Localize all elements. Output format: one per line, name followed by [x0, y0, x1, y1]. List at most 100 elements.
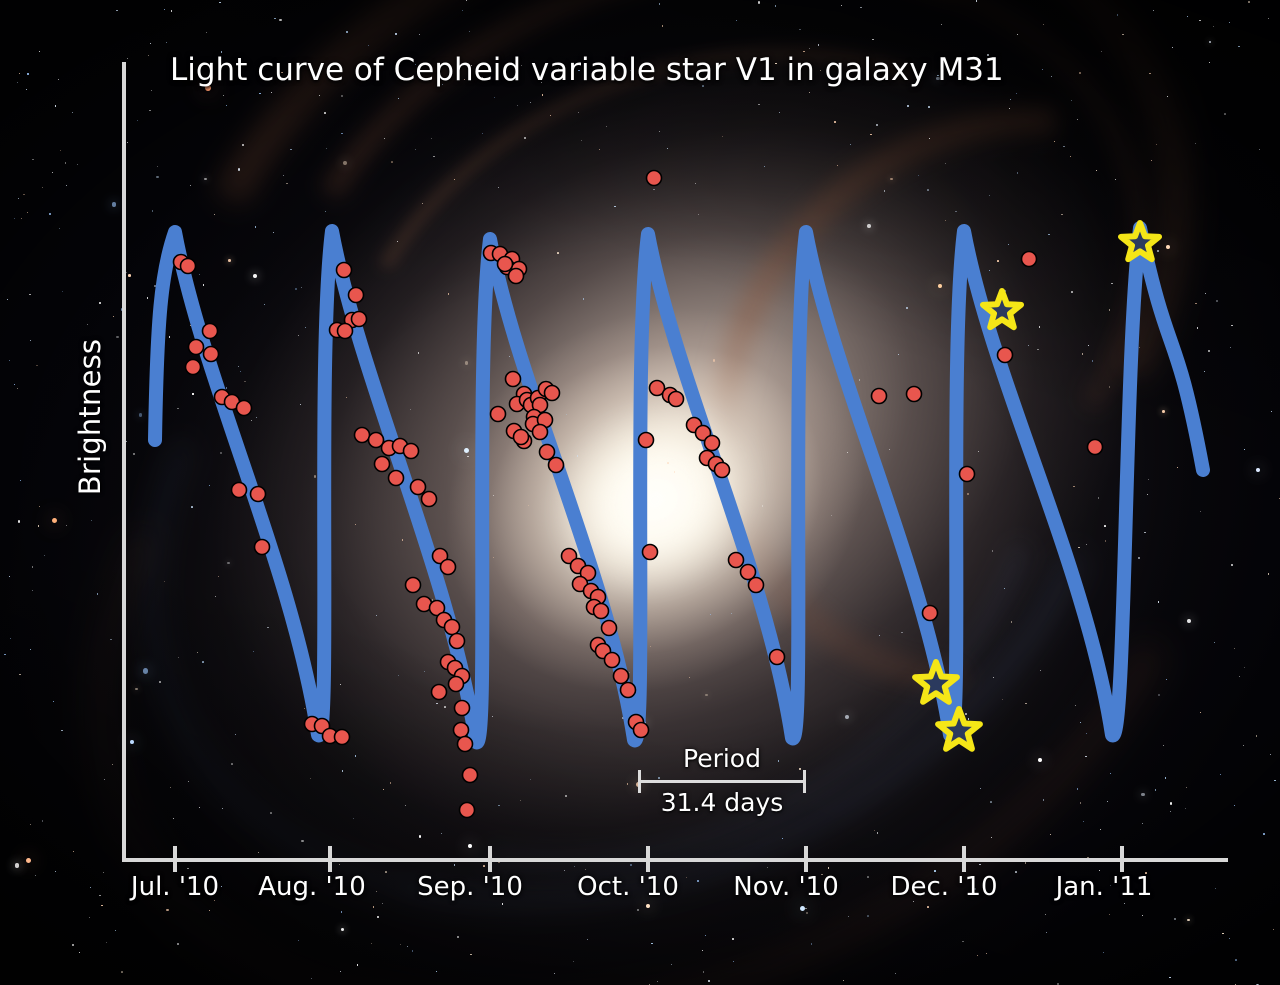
background-star: [164, 581, 166, 583]
background-star: [1231, 563, 1234, 567]
background-star: [208, 484, 210, 486]
background-star: [64, 161, 67, 164]
observation-point: [612, 667, 630, 685]
background-star: [415, 63, 416, 65]
background-star: [1199, 20, 1201, 22]
background-star: [653, 188, 655, 191]
background-star: [985, 952, 987, 954]
background-star: [1042, 799, 1045, 801]
background-star: [836, 165, 838, 167]
background-star: [846, 451, 848, 453]
background-star: [1270, 410, 1272, 412]
background-star: [354, 524, 356, 526]
background-star: [626, 783, 629, 785]
light-curve-line: [148, 221, 1210, 750]
background-star: [860, 6, 862, 9]
background-star: [1152, 9, 1154, 11]
background-star: [1053, 141, 1055, 143]
background-star: [493, 96, 496, 99]
observation-point: [333, 728, 351, 746]
background-star: [1273, 928, 1275, 931]
background-star: [110, 638, 112, 640]
background-star: [651, 942, 653, 945]
background-star: [17, 82, 19, 83]
background-star: [42, 187, 43, 189]
background-star: [1097, 497, 1100, 499]
background-star: [270, 91, 272, 93]
light-curve-path: [148, 221, 1210, 750]
background-star: [577, 111, 580, 113]
background-star: [169, 787, 171, 789]
background-star: [997, 260, 999, 262]
observation-point: [235, 399, 253, 417]
background-star: [565, 413, 568, 415]
background-star: [1108, 309, 1111, 311]
background-star: [1100, 829, 1102, 831]
background-star: [339, 683, 341, 685]
background-star: [222, 95, 224, 97]
background-star: [1167, 95, 1169, 97]
background-star: [584, 868, 586, 870]
background-star: [614, 205, 616, 208]
background-star: [508, 356, 510, 358]
background-star: [461, 9, 464, 12]
background-star: [133, 453, 135, 455]
background-star: [401, 539, 404, 541]
background-star: [498, 861, 500, 863]
background-star: [220, 451, 223, 454]
background-star: [253, 273, 258, 278]
observation-point: [253, 538, 271, 556]
highlighted-star-marker: [1117, 220, 1163, 263]
background-star: [1228, 22, 1231, 24]
background-star: [470, 64, 472, 66]
observation-point: [353, 426, 371, 444]
background-star: [71, 112, 73, 114]
background-star: [202, 661, 204, 663]
background-star: [217, 576, 219, 577]
background-star: [290, 148, 292, 150]
background-star: [76, 163, 78, 165]
background-star: [31, 589, 33, 591]
background-star: [730, 612, 733, 615]
observation-point: [230, 481, 248, 499]
background-star: [992, 677, 994, 678]
background-star: [1039, 326, 1041, 328]
chart-title: Light curve of Cepheid variable star V1 …: [170, 52, 1004, 88]
period-bracket-bar: [638, 780, 806, 783]
observation-point: [184, 358, 202, 376]
background-star: [121, 971, 123, 973]
observation-point: [1086, 438, 1104, 456]
background-star: [1247, 1, 1250, 4]
background-star: [883, 190, 886, 192]
background-star: [342, 160, 347, 165]
background-star: [690, 63, 692, 65]
background-star: [51, 172, 54, 174]
background-star: [128, 274, 131, 277]
background-star: [72, 850, 75, 853]
background-star: [86, 323, 89, 326]
observation-point: [456, 735, 474, 753]
background-star: [1269, 754, 1271, 756]
background-star: [234, 734, 236, 735]
background-star: [101, 904, 103, 907]
x-tick-1: [328, 846, 332, 872]
background-star: [1235, 959, 1237, 961]
background-star: [41, 820, 44, 822]
x-tick-6: [1120, 846, 1124, 872]
background-star: [945, 162, 947, 165]
observation-point: [431, 547, 449, 565]
background-star: [523, 137, 526, 140]
background-star: [530, 102, 532, 104]
background-star: [164, 8, 166, 10]
observation-point: [201, 322, 219, 340]
background-star: [283, 175, 285, 177]
observation-point: [179, 257, 197, 275]
background-star: [1080, 721, 1081, 723]
background-star: [1256, 983, 1259, 985]
observation-point: [543, 384, 561, 402]
background-star: [977, 451, 979, 453]
background-star: [1010, 621, 1013, 623]
background-star: [29, 648, 31, 650]
